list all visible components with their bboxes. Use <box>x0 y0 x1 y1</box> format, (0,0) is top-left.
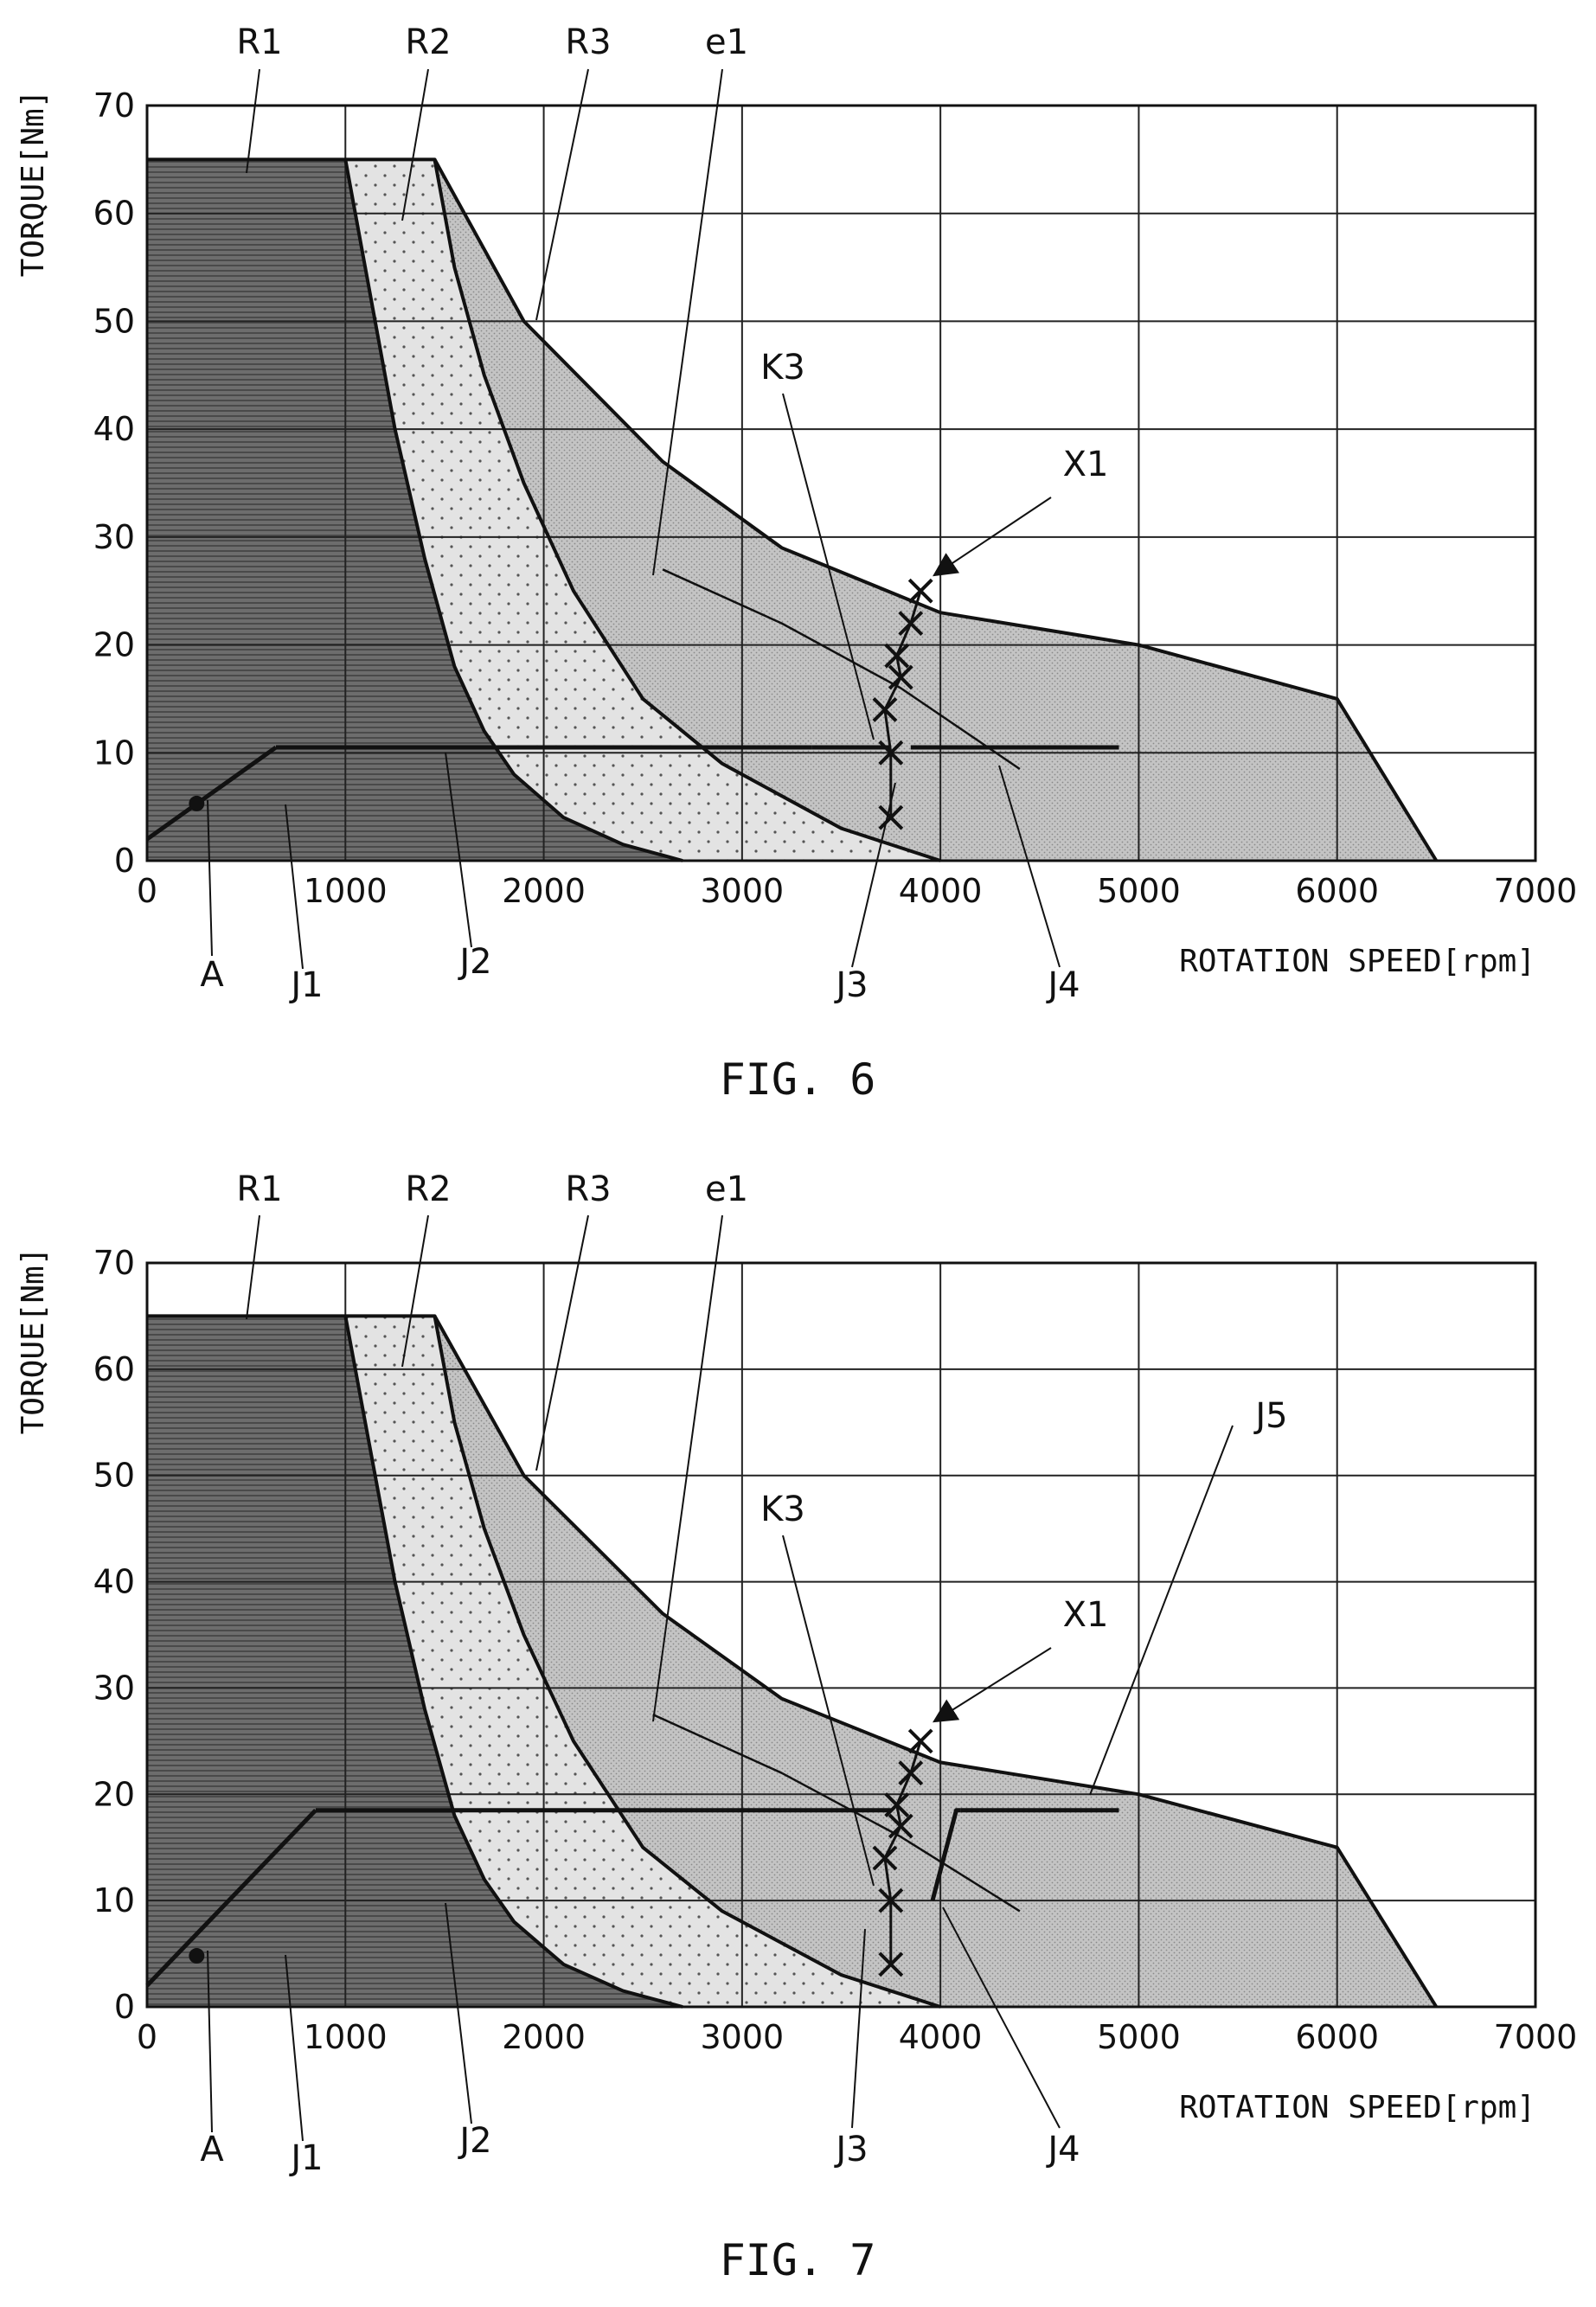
label-a: A <box>200 2130 224 2169</box>
x-axis-title: ROTATION SPEED[rpm] <box>1179 2090 1535 2125</box>
label-r1: R1 <box>236 1170 282 1209</box>
label-r2: R2 <box>405 1170 451 1209</box>
label-r1: R1 <box>236 22 282 62</box>
label-a: A <box>200 955 224 995</box>
leader-x1 <box>934 1648 1051 1721</box>
label-k3: K3 <box>760 1490 805 1529</box>
y-tick-label: 10 <box>93 734 135 772</box>
y-tick-label: 60 <box>93 1350 135 1388</box>
y-tick-label: 60 <box>93 195 135 233</box>
x-tick-label: 2000 <box>502 872 586 910</box>
y-tick-label: 70 <box>93 87 135 125</box>
x-tick-label: 5000 <box>1097 872 1181 910</box>
label-j3: J3 <box>833 965 868 1005</box>
y-axis-title: TORQUE[Nm] <box>16 1247 51 1435</box>
figure-caption-fig6: FIG. 6 <box>720 1054 876 1105</box>
leader-j5 <box>1090 1426 1233 1795</box>
y-tick-label: 50 <box>93 302 135 340</box>
label-e1: e1 <box>705 22 748 62</box>
point-a <box>189 796 204 811</box>
label-x1: X1 <box>1063 445 1109 484</box>
chart-fig6: 0 1000 2000 3000 4000 5000 6000 7000 0 10 20 30 40 50… <box>16 22 1577 1005</box>
label-j2: J2 <box>457 942 491 982</box>
x-tick-label: 0 <box>137 872 157 910</box>
k3-cross-marker <box>909 580 932 602</box>
chart-fig7: 0 1000 2000 3000 4000 5000 6000 7000 0 10 20 30 40 50… <box>16 1170 1577 2178</box>
y-tick-label: 20 <box>93 1775 135 1813</box>
y-tick-label: 20 <box>93 626 135 664</box>
label-k3: K3 <box>760 348 805 388</box>
x-tick-label: 1000 <box>304 872 388 910</box>
x-tick-label: 1000 <box>304 2018 388 2056</box>
label-j1: J1 <box>288 965 323 1005</box>
x-tick-label: 6000 <box>1295 872 1379 910</box>
x-tick-label: 0 <box>137 2018 157 2056</box>
y-tick-label: 50 <box>93 1457 135 1495</box>
k3-cross-marker <box>909 1730 932 1753</box>
x-tick-label: 7000 <box>1494 2018 1578 2056</box>
y-tick-label: 40 <box>93 1563 135 1601</box>
y-tick-label: 10 <box>93 1881 135 1919</box>
x-tick-label: 2000 <box>502 2018 586 2056</box>
x-tick-label: 5000 <box>1097 2018 1181 2056</box>
x-tick-label: 3000 <box>700 2018 784 2056</box>
figure-caption-fig7: FIG. 7 <box>720 2235 876 2285</box>
label-j2: J2 <box>457 2121 491 2161</box>
label-r3: R3 <box>565 1170 611 1209</box>
x-tick-label: 6000 <box>1295 2018 1379 2056</box>
y-axis-title: TORQUE[Nm] <box>16 90 51 278</box>
label-j4: J4 <box>1045 2130 1080 2169</box>
x-tick-label: 4000 <box>899 872 983 910</box>
label-j5: J5 <box>1253 1396 1287 1436</box>
y-tick-label: 30 <box>93 1669 135 1707</box>
y-tick-label: 30 <box>93 518 135 556</box>
leader-r1 <box>247 1215 260 1319</box>
y-tick-label: 70 <box>93 1244 135 1282</box>
label-x1: X1 <box>1063 1595 1109 1635</box>
label-r3: R3 <box>565 22 611 62</box>
x-tick-label: 3000 <box>700 872 784 910</box>
label-e1: e1 <box>705 1170 748 1209</box>
point-a <box>189 1948 204 1964</box>
x-axis-title: ROTATION SPEED[rpm] <box>1179 944 1535 979</box>
label-j4: J4 <box>1045 965 1080 1005</box>
x-tick-label: 4000 <box>899 2018 983 2056</box>
y-tick-label: 40 <box>93 410 135 448</box>
leader-r1 <box>247 69 260 173</box>
label-j1: J1 <box>288 2138 323 2178</box>
x-tick-label: 7000 <box>1494 872 1578 910</box>
label-j3: J3 <box>833 2130 868 2169</box>
y-tick-label: 0 <box>114 1988 135 2026</box>
y-tick-label: 0 <box>114 842 135 880</box>
label-r2: R2 <box>405 22 451 62</box>
